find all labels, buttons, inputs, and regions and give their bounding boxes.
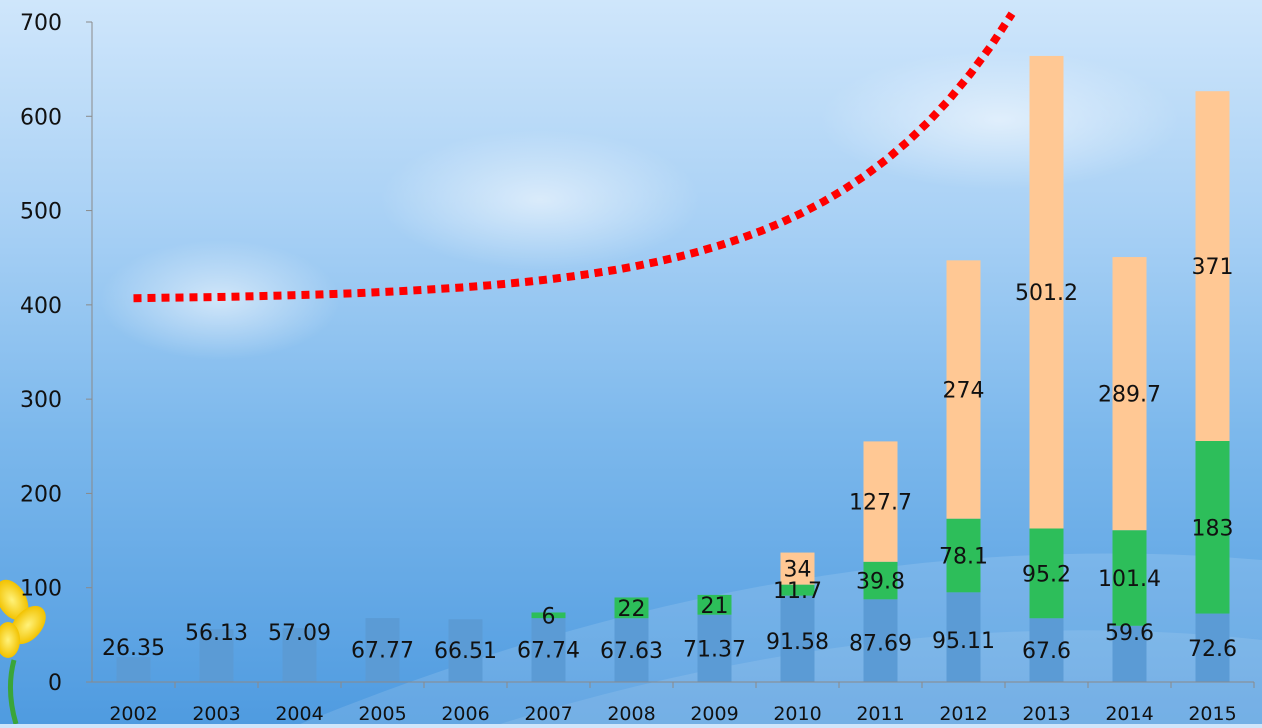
data-label: 6 [542,604,556,629]
data-label: 56.13 [185,621,248,646]
x-tick-label: 2003 [192,703,240,724]
y-tick-label: 300 [20,388,62,413]
x-tick-label: 2004 [275,703,323,724]
data-label: 183 [1192,516,1234,541]
x-tick-label: 2015 [1188,703,1236,724]
bar-segment [946,592,981,682]
bar-segment [1195,441,1230,614]
bar-segment [697,614,732,682]
bar-segment [199,629,234,682]
data-label: 95.11 [932,629,995,654]
x-tick-label: 2002 [109,703,157,724]
bar-segment [1112,625,1147,682]
data-label: 78.1 [939,545,988,570]
bar-segment [448,619,483,682]
data-label: 59.6 [1105,621,1154,646]
bar-segment [614,597,649,619]
trendline [133,11,1016,303]
data-label: 371 [1192,255,1234,280]
bar-segment [1195,613,1230,682]
data-label: 501.2 [1015,281,1078,306]
x-tick-label: 2006 [441,703,489,724]
bar-segment [780,595,815,682]
bar-segment [1112,530,1147,626]
bar-segment [1112,257,1147,531]
x-tick-label: 2012 [939,703,987,724]
data-label: 57.09 [268,621,331,646]
bar-segment [863,599,898,682]
data-label: 127.7 [849,491,912,516]
data-label: 67.6 [1022,639,1071,664]
bar-segment [1195,91,1230,442]
bar-segment [531,618,566,682]
y-tick-label: 500 [20,200,62,225]
x-tick-label: 2008 [607,703,655,724]
data-label: 11.7 [773,579,822,604]
y-tick-label: 600 [20,105,62,130]
data-label: 66.51 [434,639,497,664]
y-tick-label: 400 [20,294,62,319]
bar-segment [863,561,898,600]
bar-segment [863,441,898,562]
x-tick-label: 2005 [358,703,406,724]
bar-segment [531,612,566,619]
bar-segment [1029,528,1064,619]
y-tick-label: 0 [48,671,62,696]
bar-segment [365,618,400,682]
data-label: 72.6 [1188,637,1237,662]
data-label: 91.58 [766,630,829,655]
data-label: 67.74 [517,639,580,664]
x-tick-label: 2011 [856,703,904,724]
bar-segment [116,657,151,682]
data-label: 22 [618,597,646,622]
data-label: 26.35 [102,636,165,661]
y-tick-label: 700 [20,11,62,36]
x-tick-label: 2009 [690,703,738,724]
bar-segment [697,594,732,615]
bar-segment [1029,55,1064,529]
data-label: 67.63 [600,639,663,664]
bar-segment [614,618,649,682]
x-tick-label: 2014 [1105,703,1153,724]
data-label: 101.4 [1098,567,1161,592]
bar-segment [946,518,981,593]
flower-decoration [0,579,46,725]
bar-segment [282,628,317,682]
data-label: 21 [701,594,729,619]
data-label: 67.77 [351,639,414,664]
data-label: 274 [943,379,985,404]
bar-segment [780,552,815,585]
x-tick-label: 2010 [773,703,821,724]
data-label: 87.69 [849,632,912,657]
bar-segment [1029,618,1064,682]
x-tick-label: 2013 [1022,703,1070,724]
y-tick-label: 100 [20,577,62,602]
y-tick-label: 200 [20,482,62,507]
x-tick-label: 2007 [524,703,572,724]
data-label: 289.7 [1098,383,1161,408]
data-label: 71.37 [683,637,746,662]
data-label: 95.2 [1022,562,1071,587]
bar-segment [780,584,815,596]
data-label: 39.8 [856,570,905,595]
data-label: 34 [784,558,812,583]
bar-segment [946,260,981,519]
